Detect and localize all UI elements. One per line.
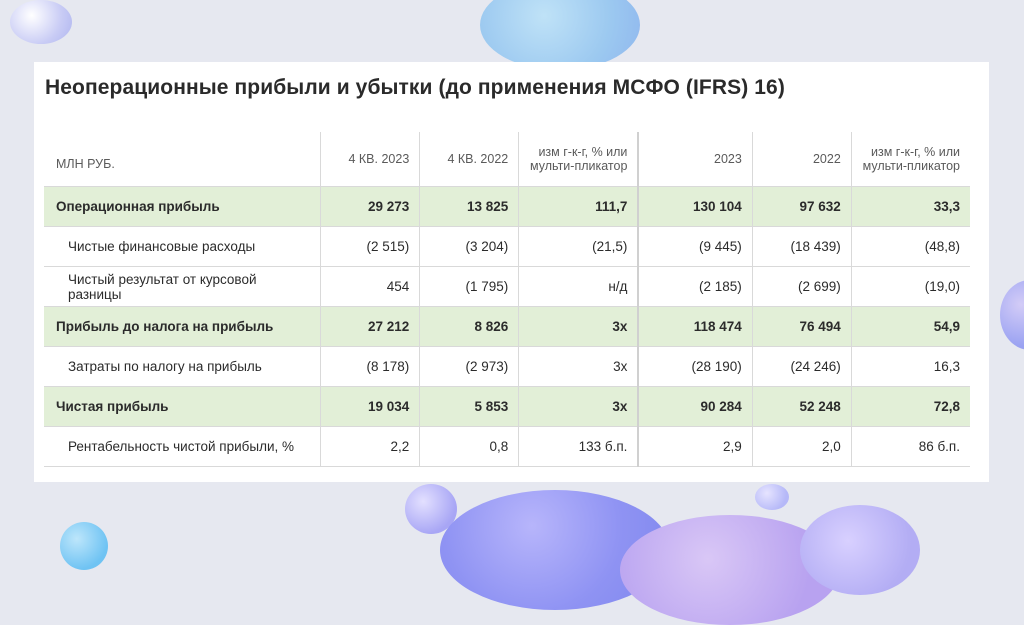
cell-value: 2,0 — [752, 426, 852, 467]
cell-value: 19 034 — [320, 386, 421, 427]
cell-value: (19,0) — [851, 266, 970, 307]
slide-title: Неоперационные прибыли и убытки (до прим… — [45, 76, 785, 99]
decorative-bubble — [755, 484, 789, 510]
cell-value: (2 699) — [752, 266, 852, 307]
decorative-bubble — [10, 0, 72, 44]
cell-value: 118 474 — [638, 306, 753, 347]
row-label: Рентабельность чистой прибыли, % — [44, 426, 322, 467]
header-yoy-year: изм г-к-г, % или мульти-пликатор — [851, 132, 970, 187]
table-row: Рентабельность чистой прибыли, % 2,2 0,8… — [44, 426, 970, 467]
cell-value: 130 104 — [638, 186, 753, 227]
cell-value: 13 825 — [419, 186, 520, 227]
table-row: Прибыль до налога на прибыль 27 212 8 82… — [44, 306, 970, 347]
decorative-bubble — [480, 0, 640, 70]
table-row: Операционная прибыль 29 273 13 825 111,7… — [44, 186, 970, 227]
cell-value: (28 190) — [638, 346, 753, 387]
cell-value: (48,8) — [851, 226, 970, 267]
cell-value: 3x — [518, 346, 640, 387]
slide-card: Неоперационные прибыли и убытки (до прим… — [34, 62, 989, 482]
cell-value: 33,3 — [851, 186, 970, 227]
cell-value: (1 795) — [419, 266, 520, 307]
cell-value: (3 204) — [419, 226, 520, 267]
cell-value: 454 — [320, 266, 421, 307]
row-label: Затраты по налогу на прибыль — [44, 346, 322, 387]
table-row: Чистые финансовые расходы (2 515) (3 204… — [44, 226, 970, 267]
cell-value: 90 284 — [638, 386, 753, 427]
table-row: Затраты по налогу на прибыль (8 178) (2 … — [44, 346, 970, 387]
decorative-bubble — [60, 522, 108, 570]
cell-value: 8 826 — [419, 306, 520, 347]
cell-value: 2,2 — [320, 426, 421, 467]
table-row: Чистый результат от курсовой разницы 454… — [44, 266, 970, 307]
decorative-bubble — [800, 505, 920, 595]
cell-value: 52 248 — [752, 386, 852, 427]
cell-value: (2 185) — [638, 266, 753, 307]
header-q4-2023: 4 КВ. 2023 — [320, 132, 421, 187]
cell-value: 3x — [518, 306, 640, 347]
financial-table: МЛН РУБ. 4 КВ. 2023 4 КВ. 2022 изм г-к-г… — [44, 132, 970, 467]
header-units: МЛН РУБ. — [44, 132, 322, 187]
cell-value: 3x — [518, 386, 640, 427]
cell-value: 76 494 — [752, 306, 852, 347]
cell-value: 72,8 — [851, 386, 970, 427]
cell-value: 27 212 — [320, 306, 421, 347]
row-label: Операционная прибыль — [44, 186, 322, 227]
cell-value: 133 б.п. — [518, 426, 640, 467]
header-q4-2022: 4 КВ. 2022 — [419, 132, 520, 187]
cell-value: 0,8 — [419, 426, 520, 467]
cell-value: 86 б.п. — [851, 426, 970, 467]
header-2023: 2023 — [638, 132, 753, 187]
cell-value: 29 273 — [320, 186, 421, 227]
row-label: Чистые финансовые расходы — [44, 226, 322, 267]
cell-value: (2 515) — [320, 226, 421, 267]
cell-value: 5 853 — [419, 386, 520, 427]
cell-value: (24 246) — [752, 346, 852, 387]
cell-value: (9 445) — [638, 226, 753, 267]
header-yoy-quarter: изм г-к-г, % или мульти-пликатор — [518, 132, 640, 187]
table-header-row: МЛН РУБ. 4 КВ. 2023 4 КВ. 2022 изм г-к-г… — [44, 132, 970, 187]
cell-value: 2,9 — [638, 426, 753, 467]
row-label: Чистая прибыль — [44, 386, 322, 427]
header-2022: 2022 — [752, 132, 852, 187]
cell-value: 54,9 — [851, 306, 970, 347]
cell-value: (21,5) — [518, 226, 640, 267]
cell-value: (18 439) — [752, 226, 852, 267]
row-label: Прибыль до налога на прибыль — [44, 306, 322, 347]
cell-value: (8 178) — [320, 346, 421, 387]
decorative-bubble — [1000, 280, 1024, 350]
cell-value: н/д — [518, 266, 640, 307]
row-label: Чистый результат от курсовой разницы — [44, 266, 322, 307]
cell-value: (2 973) — [419, 346, 520, 387]
table-row: Чистая прибыль 19 034 5 853 3x 90 284 52… — [44, 386, 970, 427]
cell-value: 97 632 — [752, 186, 852, 227]
cell-value: 16,3 — [851, 346, 970, 387]
cell-value: 111,7 — [518, 186, 640, 227]
